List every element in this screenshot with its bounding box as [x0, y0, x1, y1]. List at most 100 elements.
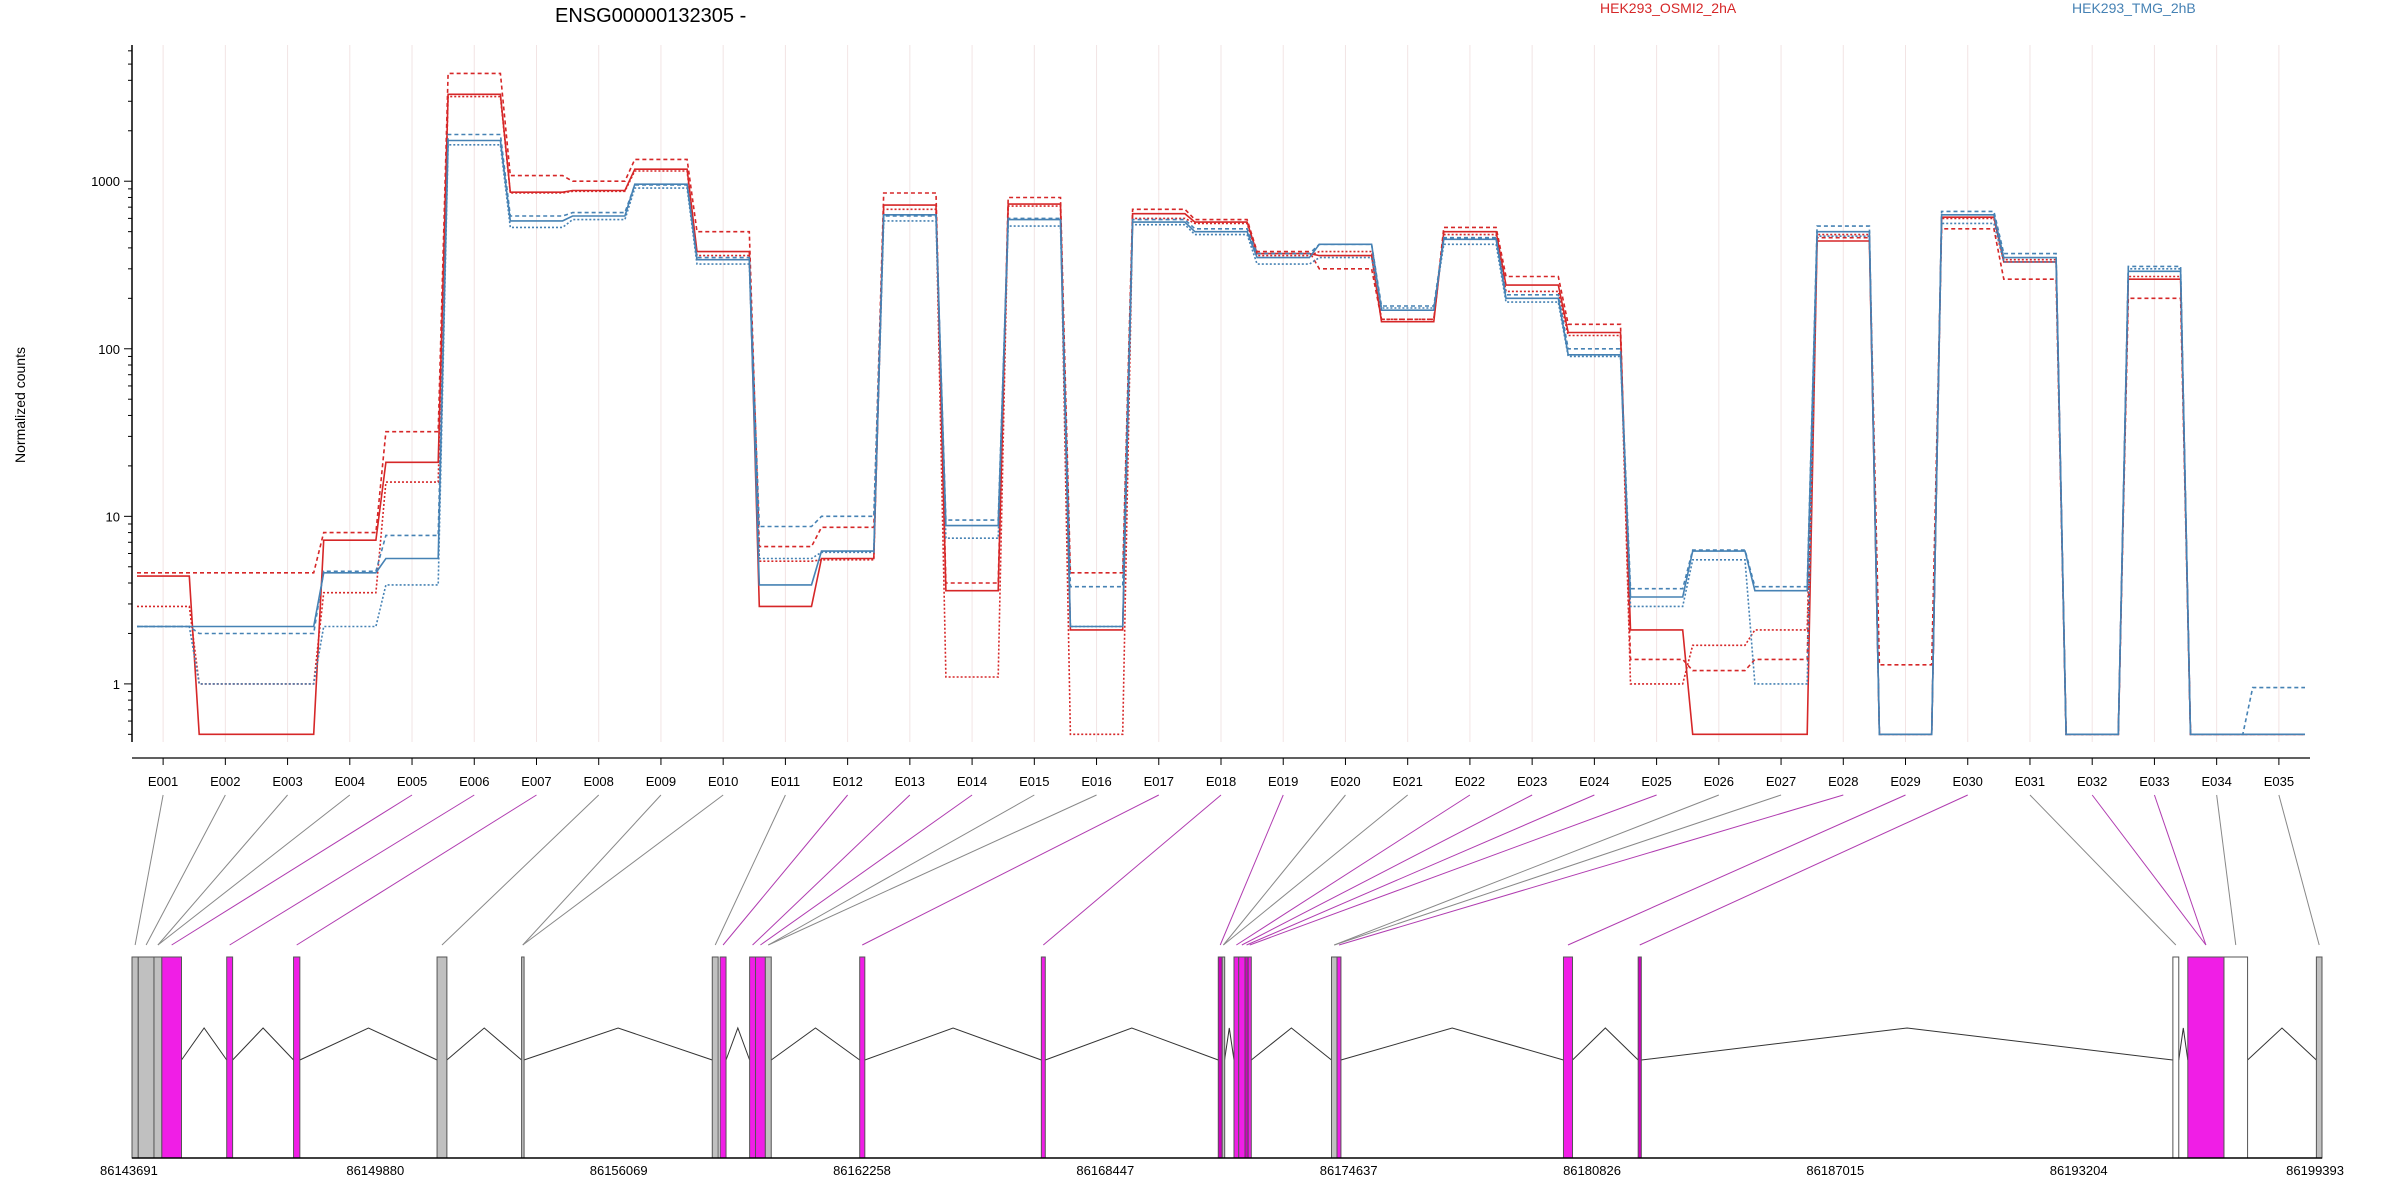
exon-box-e008: [521, 956, 525, 1159]
exon-box-e017: [1221, 956, 1226, 1159]
y-axis: 1 10 100 1000: [91, 45, 133, 742]
coord-tick-label: 86162258: [833, 1163, 891, 1178]
x-tick-label: E003: [272, 774, 302, 789]
grid-lines: [162, 45, 2280, 742]
exon-connector: [1222, 794, 1346, 946]
x-tick-label: E035: [2264, 774, 2294, 789]
exon-box-e011: [749, 956, 757, 1159]
coord-tick-label: 86199393: [2286, 1163, 2344, 1178]
x-tick-label: E012: [832, 774, 862, 789]
exon-box-e001: [131, 956, 139, 1159]
exon-box-e015: [1040, 956, 1046, 1159]
series-line-6: [137, 144, 2305, 736]
x-tick-label: E015: [1019, 774, 1049, 789]
x-tick-label: E032: [2077, 774, 2107, 789]
exon-box-e002: [137, 956, 155, 1159]
exon-connector: [1219, 794, 1284, 946]
exon-box-e013: [764, 956, 772, 1159]
exon-connector: [862, 794, 1159, 946]
genomic-coordinate-axis: 86143691 86149880 86156069 86162258 86168447…: [100, 1157, 2344, 1178]
intron-line: [725, 1026, 751, 1061]
exon-box-e024: [1562, 956, 1574, 1159]
exon-connector: [157, 794, 351, 946]
intron-line: [1340, 1027, 1564, 1061]
exon-connector: [722, 794, 849, 946]
exon-box-e029: [2315, 956, 2323, 1159]
exon-connector: [1241, 794, 1533, 946]
exon-connector: [1223, 794, 1409, 946]
x-tick-label: E025: [1641, 774, 1671, 789]
exon-box-e012: [755, 956, 766, 1159]
x-tick-label: E017: [1144, 774, 1174, 789]
coord-tick-label: 86180826: [1563, 1163, 1621, 1178]
intron-line: [1572, 1027, 1639, 1061]
y-tick-label: 1000: [91, 174, 120, 189]
legend-label-osmi2: HEK293_OSMI2_2hA: [1600, 0, 1737, 16]
exon-connector: [296, 794, 537, 946]
exon-box-e019: [1238, 956, 1246, 1159]
exon-connector: [1338, 794, 1844, 946]
x-tick-label: E022: [1455, 774, 1485, 789]
x-tick-label: E011: [771, 774, 800, 789]
exon-box-e010: [719, 956, 727, 1159]
exon-connector: [145, 794, 226, 946]
y-tick-label: 1: [113, 677, 120, 692]
x-tick-label: E013: [895, 774, 925, 789]
y-tick-label: 10: [106, 509, 120, 524]
coord-tick-label: 86174637: [1320, 1163, 1378, 1178]
intron-line: [1641, 1027, 2173, 1061]
x-tick-label: E031: [2015, 774, 2045, 789]
exon-box-e025: [1637, 956, 1642, 1159]
x-tick-label: E010: [708, 774, 738, 789]
exon-connector: [2153, 794, 2207, 946]
x-tick-label: E018: [1206, 774, 1236, 789]
intron-line: [232, 1027, 294, 1061]
x-axis-exon-labels: E001 E002 E003 E004 E005 E006 E007 E008 E009 E010…: [132, 757, 2310, 789]
exon-connector: [2029, 794, 2177, 946]
exon-connector: [2278, 794, 2320, 946]
exon-box-e016: [1217, 956, 1223, 1159]
exon-connector: [768, 794, 1097, 946]
intron-line: [2178, 1027, 2189, 1061]
intron-line: [1045, 1027, 1219, 1061]
intron-line: [770, 1027, 860, 1061]
x-tick-label: E006: [459, 774, 489, 789]
intron-line: [2247, 1027, 2317, 1061]
exon-box-e009: [711, 956, 719, 1159]
exon-connector: [752, 794, 911, 946]
series-lines: [137, 72, 2305, 736]
intron-line: [299, 1027, 438, 1061]
x-tick-label: E020: [1330, 774, 1360, 789]
exon-connector: [171, 794, 413, 946]
exon-connector: [1567, 794, 1906, 946]
x-tick-label: E007: [521, 774, 551, 789]
x-tick-label: E009: [646, 774, 676, 789]
exon-connector: [1042, 794, 1222, 946]
exon-connector: [134, 794, 164, 946]
x-tick-label: E001: [148, 774, 178, 789]
exon-box-e007: [436, 956, 448, 1159]
exon-connector: [2216, 794, 2237, 946]
exon-box-e021: [1247, 956, 1252, 1159]
coord-tick-label: 86168447: [1076, 1163, 1134, 1178]
x-tick-label: E027: [1766, 774, 1796, 789]
exon-connector: [1334, 794, 1782, 946]
exon-connector: [768, 794, 1035, 946]
x-tick-label: E004: [335, 774, 365, 789]
coord-tick-label: 86156069: [590, 1163, 648, 1178]
exon-box-e005: [226, 956, 234, 1159]
coord-tick-label: 86187015: [1806, 1163, 1864, 1178]
exon-connector: [441, 794, 600, 946]
x-tick-label: E024: [1579, 774, 1609, 789]
gene-model: [131, 956, 2323, 1159]
x-tick-label: E029: [1890, 774, 1920, 789]
exon-connector: [1639, 794, 1968, 946]
x-tick-label: E021: [1392, 774, 1422, 789]
exon-box-e003: [153, 956, 163, 1159]
exon-box-e014: [859, 956, 866, 1159]
x-tick-label: E016: [1081, 774, 1111, 789]
coord-tick-label: 86143691: [100, 1163, 158, 1178]
exon-connector: [760, 794, 973, 946]
intron-line: [1224, 1027, 1235, 1061]
